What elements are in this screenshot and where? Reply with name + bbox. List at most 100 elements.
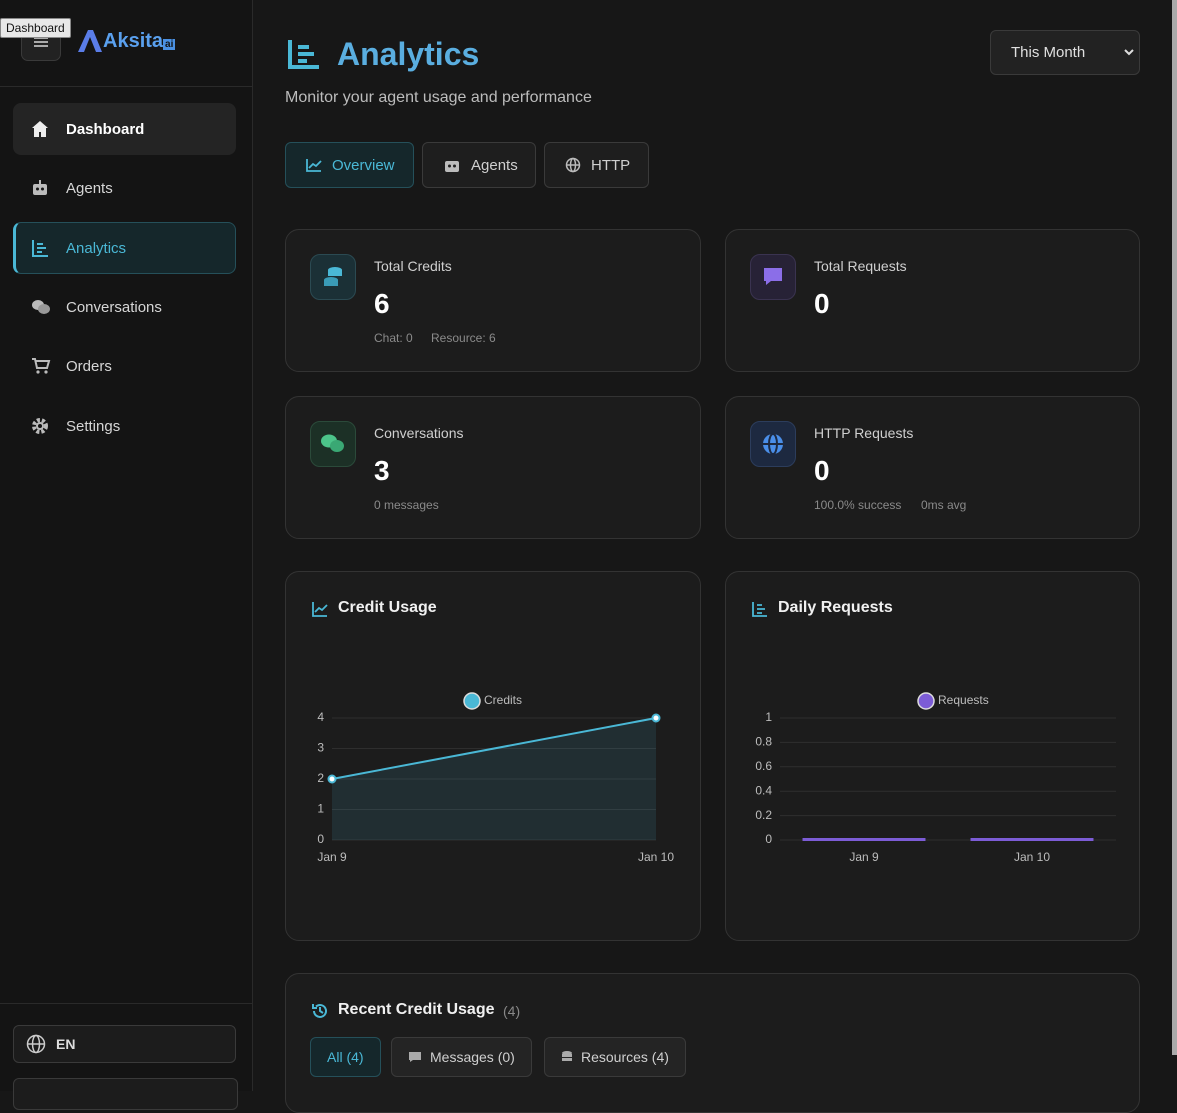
x-tick-label: Jan 9 (849, 850, 879, 864)
y-tick-label: 0.8 (755, 735, 772, 749)
stat-card: Conversations 3 0 messages (285, 396, 701, 539)
chart: 0 1 2 3 4 Credits Jan 9 Jan 10 (317, 692, 674, 864)
user-button[interactable] (13, 1078, 238, 1110)
nav-item[interactable]: Analytics (13, 222, 236, 274)
stat-detail: Resource: 6 (431, 331, 496, 345)
sidebar: Aksita ai Dashboard Agents Analytics Con… (0, 0, 253, 1110)
nav-label: Orders (66, 357, 112, 375)
nav-item[interactable]: Orders (13, 340, 236, 392)
stat-value: 6 (374, 288, 390, 319)
stat-icon (310, 254, 356, 300)
recent-count: (4) (503, 1003, 521, 1019)
chart-card: Credit Usage 0 1 2 3 4 Credits Jan 9 Jan 10 (285, 571, 701, 941)
title-icon (288, 40, 319, 69)
nav-label: Settings (66, 417, 121, 435)
chart-icon (752, 602, 767, 617)
nav-item[interactable]: Conversations (13, 281, 236, 333)
stat-card: Total Credits 6 Chat: 0 Resource: 6 (285, 229, 701, 372)
legend-swatch (917, 692, 935, 710)
y-tick-label: 1 (765, 710, 772, 724)
x-tick-label: Jan 10 (638, 850, 674, 864)
nav-item[interactable]: Settings (13, 400, 236, 452)
stat-label: Conversations (374, 425, 464, 441)
x-tick-label: Jan 10 (1014, 850, 1050, 864)
divider (0, 86, 252, 87)
chart: 0 0.2 0.4 0.6 0.8 1 Requests Jan 9 Jan 10 (755, 692, 1116, 864)
y-tick-label: 2 (317, 771, 324, 785)
page-title: Analytics (337, 36, 480, 72)
tab-icon (445, 161, 459, 172)
stat-card: HTTP Requests 0 100.0% success 0ms avg (725, 396, 1140, 539)
logo-icon (78, 30, 102, 52)
legend-swatch (463, 692, 481, 710)
stat-label: HTTP Requests (814, 425, 914, 441)
filter-label: All (4) (327, 1049, 364, 1065)
stat-icon (750, 421, 796, 467)
period-select[interactable]: This Month (990, 30, 1140, 75)
filter-icon (409, 1052, 421, 1062)
y-tick-label: 0.6 (755, 759, 772, 773)
tab-label: HTTP (591, 156, 631, 174)
y-tick-label: 0 (317, 832, 324, 846)
recent-card: Recent Credit Usage (4) All (4) Messages… (285, 973, 1140, 1113)
globe-icon (26, 1034, 46, 1054)
stat-value: 0 (814, 455, 830, 486)
recent-title: Recent Credit Usage (338, 1001, 495, 1018)
stat-icon (310, 421, 356, 467)
nav-icon (33, 180, 47, 195)
tab-icon (565, 157, 581, 173)
tab-label: Agents (471, 156, 518, 174)
filter-chip[interactable]: Resources (4) (544, 1037, 686, 1077)
nav-label: Analytics (66, 239, 127, 257)
tab[interactable]: Agents (422, 142, 536, 188)
area (332, 718, 656, 840)
period-label: This Month (1011, 44, 1086, 61)
logo-suffix: ai (163, 38, 176, 50)
tab-icon (306, 159, 322, 172)
stat-value: 0 (814, 288, 830, 319)
filter-chip[interactable]: All (4) (310, 1037, 381, 1077)
nav-icon (32, 121, 48, 137)
stat-card: Total Requests 0 (725, 229, 1140, 372)
divider (0, 1003, 252, 1004)
chart-card: Daily Requests 0 0.2 0.4 0.6 0.8 1 Requests Jan… (725, 571, 1140, 941)
nav-item[interactable]: Dashboard (13, 103, 236, 155)
stat-detail: 100.0% success (814, 498, 902, 512)
tab[interactable]: Overview (285, 142, 414, 188)
nav-icon (32, 300, 50, 314)
nav-icon (32, 418, 48, 434)
chart-icon (312, 602, 328, 617)
y-tick-label: 0.2 (755, 808, 772, 822)
stat-label: Total Credits (374, 258, 452, 274)
filter-icon (562, 1051, 572, 1061)
nav-item[interactable]: Agents (13, 162, 236, 214)
y-tick-label: 4 (317, 710, 324, 724)
tab[interactable]: HTTP (544, 142, 649, 188)
chart-title: Daily Requests (778, 599, 893, 616)
language-button[interactable]: EN (13, 1025, 236, 1063)
stat-value: 3 (374, 455, 390, 486)
y-tick-label: 1 (317, 802, 324, 816)
bar (802, 838, 926, 841)
point (327, 774, 337, 784)
y-tick-label: 3 (317, 741, 324, 755)
nav-label: Conversations (66, 298, 162, 316)
history-icon (312, 1003, 327, 1018)
point (651, 713, 661, 723)
filter-chip[interactable]: Messages (0) (391, 1037, 532, 1077)
nav-label: Dashboard (66, 120, 145, 138)
scrollbar[interactable] (1172, 0, 1177, 1055)
tooltip: Dashboard (0, 18, 71, 38)
chart-title: Credit Usage (338, 599, 437, 616)
legend-label: Credits (484, 693, 522, 707)
menu-icon (34, 37, 48, 47)
chevron (1124, 49, 1134, 56)
logo[interactable]: Aksita ai (77, 29, 176, 53)
logo-text: Aksita (103, 29, 164, 52)
language-label: EN (56, 1036, 76, 1052)
x-tick-label: Jan 9 (317, 850, 347, 864)
stat-detail: 0 messages (374, 498, 439, 512)
line (331, 717, 657, 780)
bar (970, 838, 1094, 841)
